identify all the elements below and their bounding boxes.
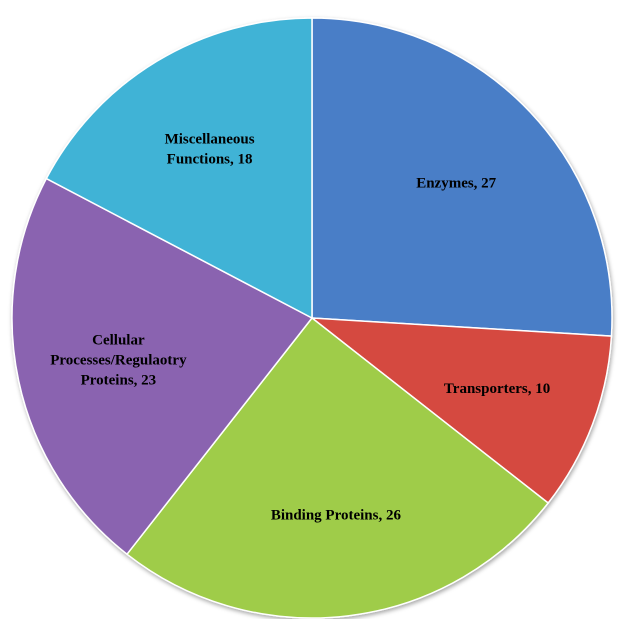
pie-slice-transporters [309, 317, 613, 505]
pie-label-binding-proteins: Binding Proteins, 26 [271, 508, 402, 524]
pie-label-line: Binding Proteins, 26 [271, 508, 402, 524]
pie-slice-binding-proteins [125, 316, 550, 619]
pie-label-transporters: Transporters, 10 [444, 381, 550, 397]
pie-label-enzymes: Enzymes, 27 [416, 175, 496, 191]
pie-label-line: Transporters, 10 [444, 381, 550, 397]
pie-slice-miscellaneous-functions [45, 17, 313, 320]
pie-label-miscellaneous-functions: Miscellaneous Functions, 18 [165, 132, 255, 168]
pie-label-line: Cellular [92, 333, 145, 349]
pie-slice-enzymes [311, 17, 613, 337]
pie-label-line: Processes/Regulaotry [50, 353, 187, 369]
pie-label-cellular-processes-regulaotry-proteins: Cellular Processes/Regulaotry Proteins, 23 [50, 333, 187, 389]
pie-label-line: Miscellaneous [165, 132, 255, 148]
pie-slices [11, 17, 613, 619]
pie-labels: Enzymes, 27 Transporters, 10 Binding Prote… [50, 132, 550, 524]
pie-label-line: Enzymes, 27 [416, 175, 496, 191]
pie-slice-cellular-processes-regulaotry-proteins [11, 177, 314, 556]
pie-label-line: Proteins, 23 [81, 373, 157, 389]
pie-label-line: Functions, 18 [167, 152, 253, 168]
